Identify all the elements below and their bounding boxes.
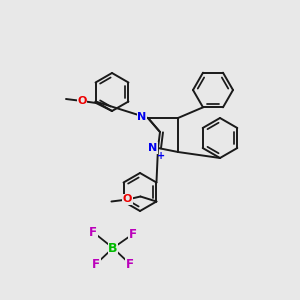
Text: O: O <box>123 194 132 205</box>
Text: O: O <box>77 96 87 106</box>
Text: +: + <box>157 151 165 161</box>
Text: N: N <box>148 143 158 153</box>
Text: F: F <box>129 227 137 241</box>
Text: B: B <box>108 242 118 254</box>
Text: F: F <box>126 257 134 271</box>
Text: N: N <box>137 112 147 122</box>
Text: F: F <box>89 226 97 238</box>
Text: F: F <box>92 257 100 271</box>
